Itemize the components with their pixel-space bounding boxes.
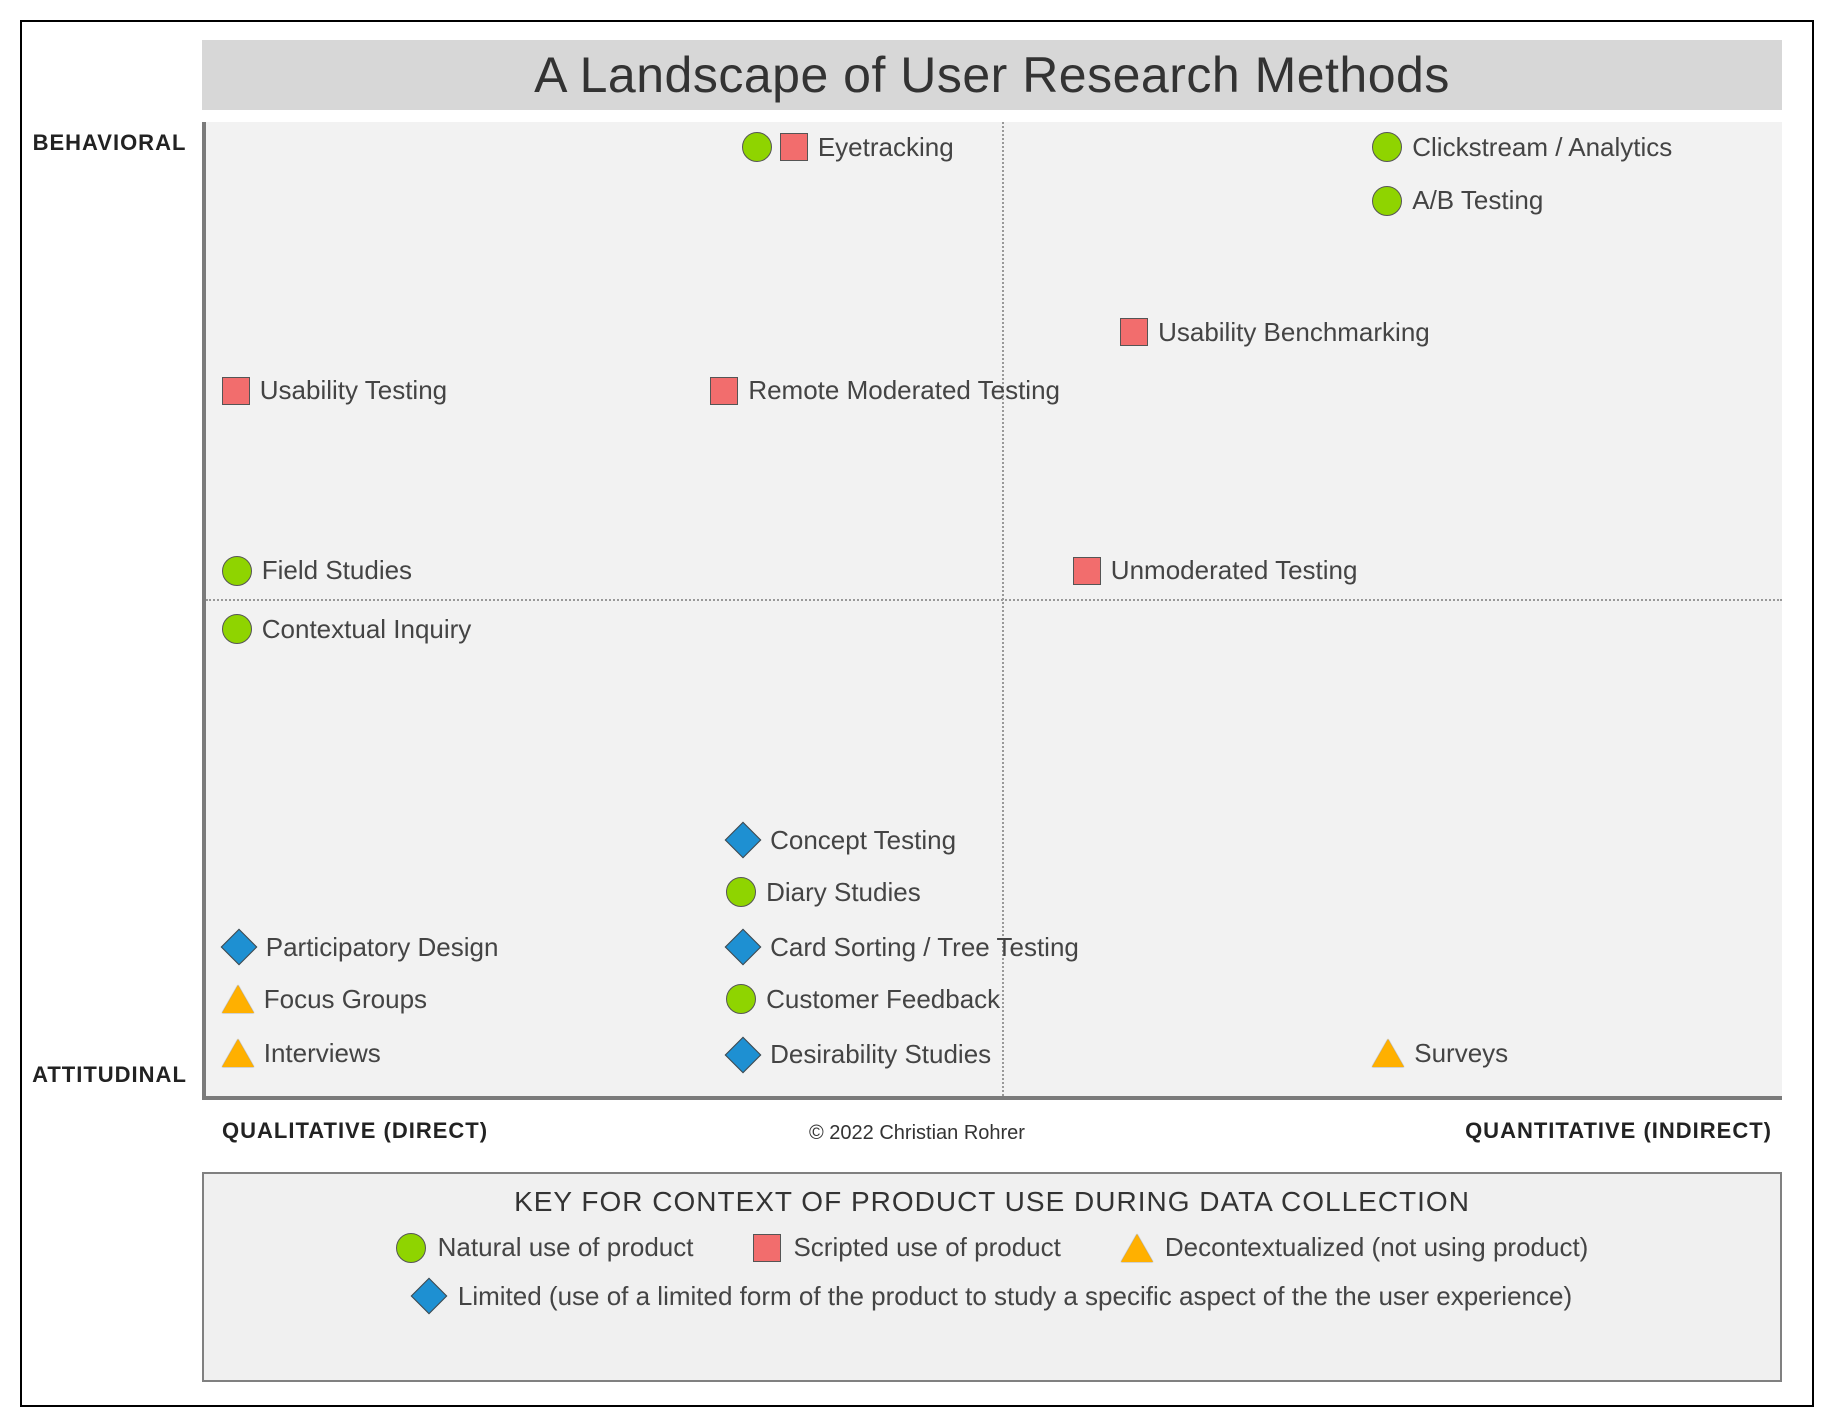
method-point: Focus Groups: [222, 984, 427, 1015]
circle-marker-icon: [1372, 132, 1402, 162]
method-point: Eyetracking: [742, 132, 954, 163]
y-axis-bottom-label: ATTITUDINAL: [22, 1062, 197, 1088]
legend-title: KEY FOR CONTEXT OF PRODUCT USE DURING DA…: [224, 1186, 1760, 1218]
legend-row-2: Limited (use of a limited form of the pr…: [224, 1279, 1760, 1313]
method-label: Concept Testing: [770, 825, 956, 856]
legend-row-1: Natural use of product Scripted use of pr…: [224, 1232, 1760, 1263]
method-markers: [726, 1038, 760, 1072]
y-axis-top-label: BEHAVIORAL: [22, 130, 197, 156]
method-label: Field Studies: [262, 555, 412, 586]
method-label: Contextual Inquiry: [262, 614, 472, 645]
method-markers: [1073, 557, 1101, 585]
square-marker-icon: [780, 133, 808, 161]
method-label: Focus Groups: [264, 984, 427, 1015]
square-marker-icon: [753, 1234, 781, 1262]
legend-item: Decontextualized (not using product): [1121, 1232, 1588, 1263]
method-markers: [222, 377, 250, 405]
method-markers: [222, 614, 252, 644]
method-label: Clickstream / Analytics: [1412, 132, 1672, 163]
diagram-frame: A Landscape of User Research Methods BEH…: [20, 20, 1814, 1407]
method-label: Card Sorting / Tree Testing: [770, 932, 1079, 963]
triangle-marker-icon: [222, 985, 254, 1013]
triangle-marker-icon: [1372, 1039, 1404, 1067]
method-markers: [1372, 132, 1402, 162]
method-point: Remote Moderated Testing: [710, 375, 1060, 406]
method-point: Clickstream / Analytics: [1372, 132, 1672, 163]
legend-item: Scripted use of product: [753, 1232, 1060, 1263]
method-markers: [710, 377, 738, 405]
method-label: Customer Feedback: [766, 984, 1000, 1015]
method-label: Interviews: [264, 1038, 381, 1069]
method-point: Surveys: [1372, 1038, 1508, 1069]
circle-marker-icon: [726, 877, 756, 907]
method-markers: [1120, 318, 1148, 346]
horizontal-midline: [206, 599, 1782, 601]
method-label: Participatory Design: [266, 932, 499, 963]
circle-marker-icon: [222, 614, 252, 644]
legend-item: Natural use of product: [396, 1232, 694, 1263]
method-label: Remote Moderated Testing: [748, 375, 1060, 406]
method-markers: [222, 930, 256, 964]
circle-marker-icon: [222, 556, 252, 586]
page-title: A Landscape of User Research Methods: [202, 40, 1782, 110]
method-label: Eyetracking: [818, 132, 954, 163]
legend-item-label: Decontextualized (not using product): [1165, 1232, 1588, 1263]
legend-box: KEY FOR CONTEXT OF PRODUCT USE DURING DA…: [202, 1172, 1782, 1382]
method-point: Diary Studies: [726, 877, 921, 908]
method-markers: [1372, 1039, 1404, 1067]
method-markers: [726, 984, 756, 1014]
triangle-marker-icon: [1121, 1234, 1153, 1262]
method-label: Usability Testing: [260, 375, 447, 406]
method-point: Concept Testing: [726, 823, 956, 857]
method-point: Participatory Design: [222, 930, 499, 964]
method-point: Card Sorting / Tree Testing: [726, 930, 1079, 964]
square-marker-icon: [1120, 318, 1148, 346]
circle-marker-icon: [1372, 186, 1402, 216]
method-point: Usability Testing: [222, 375, 447, 406]
method-point: Contextual Inquiry: [222, 614, 472, 645]
circle-marker-icon: [396, 1233, 426, 1263]
diamond-marker-icon: [725, 929, 762, 966]
method-label: Desirability Studies: [770, 1039, 991, 1070]
method-point: Field Studies: [222, 555, 412, 586]
method-point: Customer Feedback: [726, 984, 1000, 1015]
legend-item-label: Scripted use of product: [793, 1232, 1060, 1263]
method-markers: [726, 930, 760, 964]
method-label: Usability Benchmarking: [1158, 317, 1430, 348]
method-markers: [742, 132, 808, 162]
diamond-marker-icon: [220, 929, 257, 966]
method-point: A/B Testing: [1372, 185, 1543, 216]
method-markers: [222, 1039, 254, 1067]
method-label: Unmoderated Testing: [1111, 555, 1358, 586]
circle-marker-icon: [726, 984, 756, 1014]
method-label: A/B Testing: [1412, 185, 1543, 216]
method-label: Surveys: [1414, 1038, 1508, 1069]
legend-item: Limited (use of a limited form of the pr…: [412, 1279, 1572, 1313]
square-marker-icon: [1073, 557, 1101, 585]
copyright-text: © 2022 Christian Rohrer: [22, 1122, 1812, 1145]
legend-item-label: Natural use of product: [438, 1232, 694, 1263]
legend-item-label: Limited (use of a limited form of the pr…: [458, 1281, 1572, 1312]
circle-marker-icon: [742, 132, 772, 162]
method-markers: [1372, 186, 1402, 216]
diamond-marker-icon: [725, 822, 762, 859]
method-markers: [222, 556, 252, 586]
method-point: Unmoderated Testing: [1073, 555, 1358, 586]
square-marker-icon: [222, 377, 250, 405]
triangle-marker-icon: [222, 1039, 254, 1067]
method-label: Diary Studies: [766, 877, 921, 908]
method-point: Usability Benchmarking: [1120, 317, 1430, 348]
method-markers: [726, 823, 760, 857]
method-point: Interviews: [222, 1038, 381, 1069]
method-point: Desirability Studies: [726, 1038, 991, 1072]
scatter-plot-area: Eyetracking Clickstream / Analytics A/B Te…: [202, 122, 1782, 1100]
square-marker-icon: [710, 377, 738, 405]
method-markers: [222, 985, 254, 1013]
diamond-marker-icon: [725, 1036, 762, 1073]
method-markers: [726, 877, 756, 907]
diamond-marker-icon: [410, 1278, 447, 1315]
